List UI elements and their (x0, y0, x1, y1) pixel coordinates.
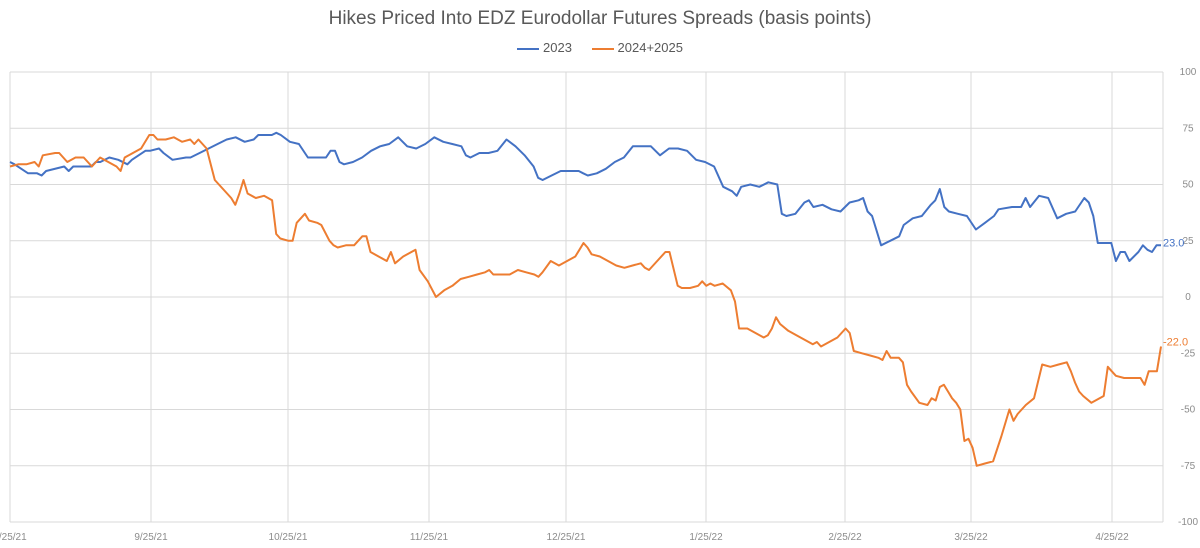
series-line-2023 (9, 131, 1161, 262)
legend-swatch-2023 (517, 47, 539, 50)
legend-item-2023: 2023 (517, 40, 572, 55)
chart-title: Hikes Priced Into EDZ Eurodollar Futures… (328, 8, 872, 29)
y-tick-label: -25 (1181, 348, 1196, 359)
x-tick-label: 1/25/22 (689, 532, 723, 543)
legend-label-2024-2025: 2024+2025 (617, 40, 683, 55)
y-tick-label: -50 (1181, 405, 1196, 416)
y-tick-label: 25 (1182, 236, 1194, 247)
x-tick-label: 4/25/22 (1095, 532, 1129, 543)
legend-item-2024-2025: 2024+2025 (591, 40, 683, 55)
x-tick-label: 11/25/21 (410, 532, 449, 543)
y-tick-label: 50 (1182, 180, 1194, 191)
y-tick-label: 75 (1182, 123, 1194, 134)
y-tick-label: -100 (1178, 517, 1198, 528)
y-tick-label: -75 (1181, 461, 1196, 472)
x-tick-label: 10/25/21 (269, 532, 308, 543)
y-tick-label: 0 (1185, 292, 1191, 303)
x-tick-label: 8/25/21 (0, 532, 27, 543)
end-value-label-2023: 23.0 (1163, 237, 1184, 249)
legend-swatch-2024-2025 (591, 47, 614, 50)
x-tick-label: 9/25/21 (134, 532, 168, 543)
x-tick-label: 3/25/22 (954, 532, 988, 543)
x-tick-label: 12/25/21 (547, 532, 586, 543)
series-line-2024-2025 (9, 134, 1162, 467)
x-tick-label: 2/25/22 (828, 532, 862, 543)
legend: 2023 2024+2025 (0, 40, 1200, 55)
y-tick-label: 100 (1180, 67, 1197, 78)
end-value-label-2024-2025: -22.0 (1163, 337, 1188, 349)
legend-label-2023: 2023 (543, 40, 572, 55)
